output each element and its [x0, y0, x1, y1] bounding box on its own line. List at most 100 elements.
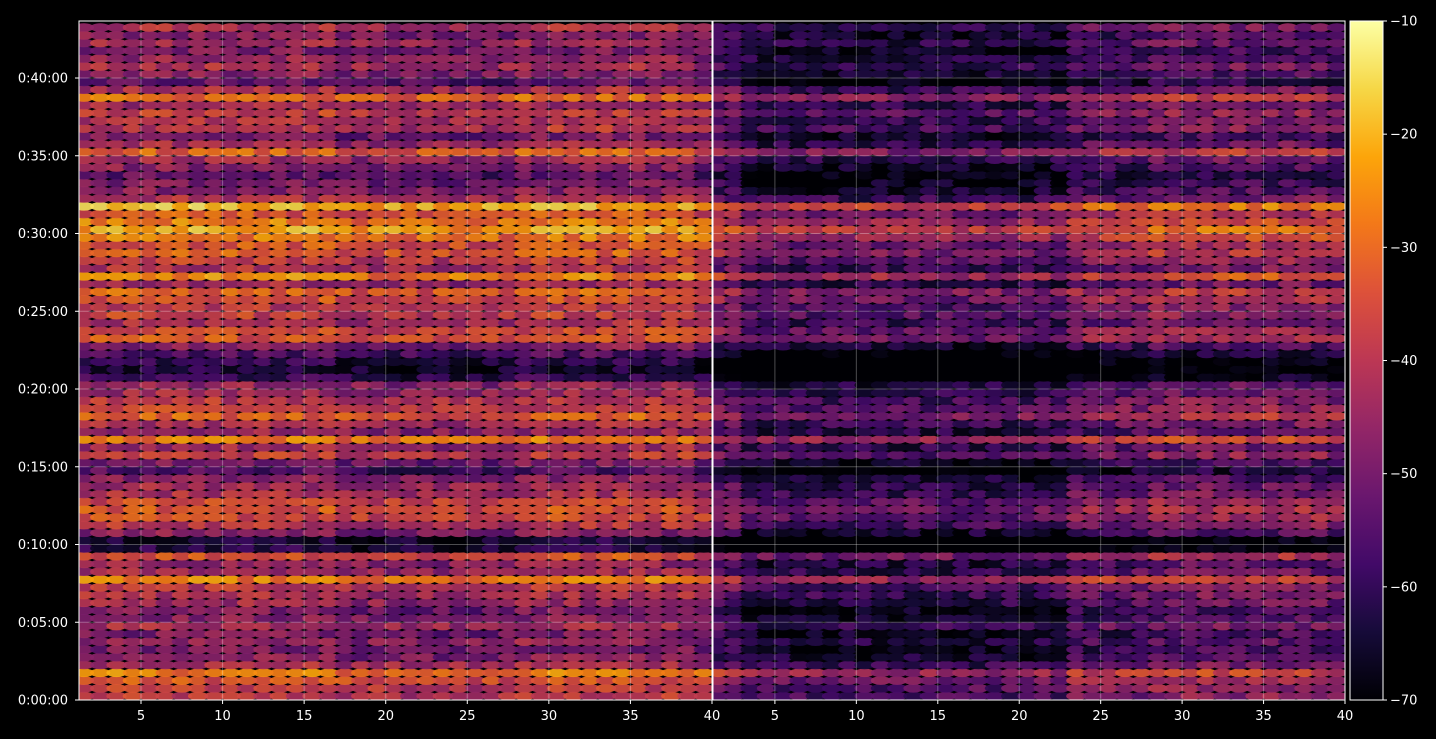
- heat-cell: [416, 668, 437, 678]
- heat-cell: [285, 629, 307, 639]
- heat-cell: [204, 652, 225, 662]
- heat-cell: [677, 450, 698, 460]
- heat-cell: [481, 606, 502, 615]
- heat-cell: [756, 505, 777, 514]
- heat-cell: [269, 567, 290, 576]
- heat-cell: [79, 427, 94, 437]
- heat-cell: [79, 373, 94, 382]
- heat-cell: [1326, 443, 1345, 452]
- heat-cell: [383, 427, 404, 437]
- heat-cell: [644, 575, 666, 584]
- heat-cell: [530, 684, 551, 693]
- heat-cell: [465, 248, 486, 258]
- heat-cell: [139, 69, 160, 79]
- heat-cell: [367, 326, 388, 336]
- heat-cell: [952, 590, 973, 600]
- heat-cell: [854, 458, 875, 468]
- heat-cell: [351, 93, 372, 102]
- heat-cell: [416, 637, 437, 646]
- heat-cell: [367, 295, 388, 304]
- heat-cell: [269, 132, 290, 141]
- heat-cell: [253, 396, 274, 406]
- heat-cell: [595, 621, 617, 631]
- heat-cell: [903, 559, 924, 569]
- heat-cell: [563, 466, 584, 475]
- heat-cell: [1082, 505, 1103, 514]
- heat-cell: [1229, 411, 1250, 421]
- heat-cell: [935, 404, 956, 413]
- heat-cell: [236, 209, 258, 219]
- heat-cell: [563, 31, 584, 40]
- heat-cell: [644, 489, 666, 499]
- heat-cell: [935, 691, 956, 700]
- heat-cell: [903, 380, 924, 390]
- heat-cell: [139, 583, 160, 592]
- heat-cell: [1180, 404, 1201, 413]
- heat-cell: [318, 435, 339, 444]
- heat-cell: [756, 575, 777, 584]
- heat-cell: [1033, 458, 1054, 468]
- heat-cell: [351, 178, 372, 188]
- heat-cell: [1180, 583, 1201, 592]
- heat-cell: [122, 62, 143, 71]
- heat-cell: [546, 388, 568, 398]
- heat-cell: [253, 629, 274, 639]
- heat-cell: [400, 326, 421, 336]
- heat-cell: [1049, 505, 1070, 514]
- heat-cell: [661, 373, 682, 382]
- heat-cell: [773, 676, 793, 685]
- heat-cell: [661, 450, 682, 460]
- heat-cell: [351, 520, 372, 530]
- heat-cell: [1294, 590, 1315, 600]
- heat-cell: [1278, 606, 1298, 615]
- heat-cell: [563, 373, 584, 382]
- heat-cell: [1066, 466, 1087, 475]
- heat-cell: [1049, 551, 1070, 561]
- heat-cell: [1326, 505, 1345, 514]
- heat-cell: [530, 551, 551, 561]
- heat-cell: [1310, 528, 1331, 538]
- heat-cell: [498, 93, 519, 102]
- heat-cell: [870, 435, 891, 444]
- heat-cell: [579, 178, 600, 188]
- heat-cell: [530, 295, 551, 304]
- heat-cell: [90, 637, 111, 646]
- heat-cell: [90, 544, 111, 553]
- heat-cell: [628, 295, 649, 304]
- heat-cell: [269, 497, 290, 507]
- heat-cell: [188, 676, 209, 685]
- heat-cell: [481, 411, 502, 421]
- heat-cell: [155, 295, 176, 304]
- heat-cell: [432, 583, 453, 592]
- heat-cell: [318, 458, 339, 468]
- heat-cell: [984, 443, 1005, 452]
- heat-cell: [821, 684, 842, 693]
- heat-cell: [416, 497, 437, 507]
- heat-cell: [416, 54, 437, 63]
- heat-cell: [400, 116, 421, 126]
- heat-cell: [1001, 505, 1022, 514]
- heat-cell: [693, 536, 712, 545]
- heat-cell: [90, 54, 111, 63]
- heat-cell: [171, 139, 192, 149]
- heat-cell: [253, 583, 274, 592]
- heat-cell: [400, 186, 421, 196]
- heat-cell: [1066, 544, 1087, 553]
- heat-cell: [416, 31, 437, 40]
- heat-cell: [693, 435, 712, 444]
- heat-cell: [79, 170, 94, 180]
- heat-cell: [449, 139, 470, 149]
- heat-cell: [838, 513, 859, 522]
- heat-cell: [269, 489, 290, 499]
- heat-cell: [887, 435, 908, 444]
- heat-cell: [514, 598, 535, 608]
- heat-cell: [644, 194, 666, 203]
- heat-cell: [432, 310, 453, 320]
- heat-cell: [514, 575, 535, 584]
- heat-cell: [952, 637, 973, 646]
- heat-cell: [481, 660, 502, 670]
- heat-cell: [90, 489, 111, 499]
- heat-cell: [612, 108, 633, 118]
- heat-cell: [400, 668, 421, 678]
- heat-cell: [351, 614, 372, 623]
